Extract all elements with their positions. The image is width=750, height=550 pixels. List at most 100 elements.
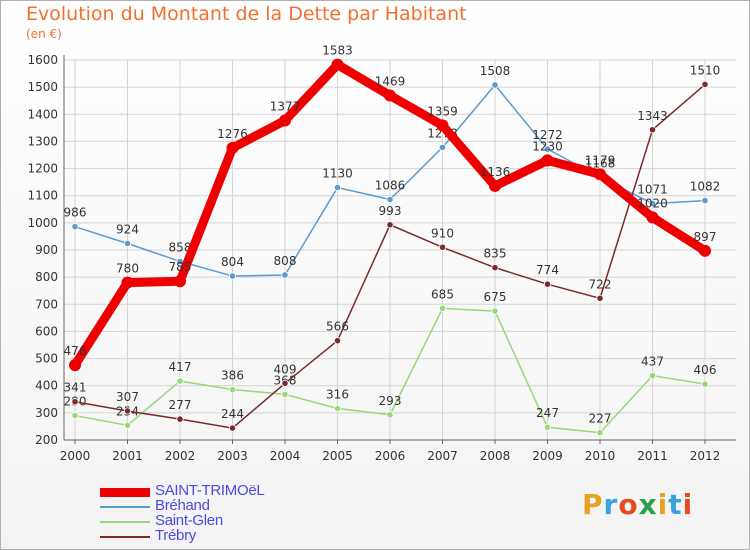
data-point	[69, 359, 81, 372]
chart-title: Evolution du Montant de la Dette par Hab…	[26, 3, 467, 25]
data-label: 437	[641, 355, 664, 369]
data-label: 386	[221, 369, 244, 383]
x-tick-label: 2008	[480, 449, 511, 463]
y-tick-label: 1400	[27, 107, 58, 121]
y-tick-label: 1000	[27, 216, 58, 230]
x-tick-label: 2002	[165, 449, 196, 463]
data-label: 227	[589, 412, 612, 426]
data-point	[279, 114, 291, 127]
data-label: 835	[484, 247, 507, 261]
y-tick-label: 600	[35, 324, 58, 338]
data-point	[701, 380, 709, 388]
legend-label: Bréhand	[155, 497, 210, 514]
data-point	[438, 243, 447, 251]
data-point	[699, 244, 711, 257]
data-point	[541, 154, 554, 167]
y-tick-label: 400	[35, 379, 58, 393]
data-label: 1086	[375, 179, 406, 193]
legend-swatch	[100, 521, 150, 523]
data-point	[228, 272, 237, 280]
data-label: 1377	[270, 100, 301, 114]
data-point	[281, 390, 289, 398]
data-point	[648, 372, 657, 380]
data-label: 247	[536, 406, 559, 420]
data-label: 406	[694, 363, 717, 377]
data-point	[543, 145, 552, 153]
data-point	[543, 280, 552, 288]
x-tick-label: 2012	[690, 449, 721, 463]
data-label: 1082	[690, 180, 721, 194]
y-tick-label: 300	[35, 406, 58, 420]
data-point	[123, 421, 132, 429]
data-point	[596, 294, 604, 302]
data-point	[123, 239, 132, 248]
data-label: 566	[326, 320, 349, 334]
legend-label: Trébry	[155, 527, 196, 544]
y-tick-label: 500	[35, 352, 58, 366]
data-point	[228, 385, 237, 394]
data-point	[281, 379, 289, 387]
proxiti-logo: Proxiti	[582, 488, 693, 521]
data-label: 675	[484, 290, 507, 304]
y-tick-label: 700	[35, 297, 58, 311]
data-point	[176, 415, 184, 423]
data-label: 1071	[637, 183, 668, 197]
data-label: 277	[169, 398, 192, 412]
data-label: 808	[274, 254, 297, 268]
data-point	[491, 81, 499, 89]
logo-letter: x	[638, 488, 658, 521]
data-point	[333, 337, 342, 345]
y-tick-label: 1300	[27, 134, 58, 148]
data-point	[386, 221, 394, 229]
legend-swatch	[100, 536, 150, 538]
logo-letter: P	[582, 488, 604, 521]
y-tick-label: 1100	[27, 189, 58, 203]
data-point	[226, 141, 239, 154]
data-point	[71, 223, 79, 231]
data-point	[701, 80, 709, 89]
data-label: 1583	[322, 44, 353, 58]
data-label: 1343	[637, 109, 668, 123]
data-label: 910	[431, 226, 454, 240]
x-tick-label: 2009	[532, 449, 563, 463]
data-point	[596, 429, 604, 437]
data-label: 785	[169, 260, 192, 274]
data-point	[386, 411, 394, 419]
data-point	[121, 276, 134, 289]
data-label: 1508	[480, 64, 511, 78]
y-tick-label: 800	[35, 270, 58, 284]
data-point	[333, 183, 342, 192]
data-point	[543, 423, 552, 431]
logo-letter: i	[657, 488, 669, 521]
data-label: 774	[536, 263, 559, 277]
logo-letter: o	[618, 488, 639, 521]
data-point	[646, 211, 659, 224]
data-label: 244	[221, 407, 244, 421]
logo-letter: i	[682, 488, 694, 521]
data-label: 722	[589, 277, 612, 291]
data-label: 316	[326, 388, 349, 402]
data-label: 307	[116, 390, 139, 404]
y-tick-label: 1500	[27, 80, 58, 94]
data-point	[701, 197, 709, 205]
data-label: 780	[116, 262, 139, 276]
data-point	[491, 264, 499, 272]
data-point	[176, 377, 184, 385]
data-label: 1136	[480, 165, 511, 179]
data-point	[174, 275, 186, 288]
data-point	[491, 307, 499, 315]
y-tick-label: 1600	[27, 53, 58, 67]
logo-letter: t	[668, 488, 683, 521]
data-point	[281, 271, 289, 279]
data-label: 986	[64, 206, 87, 220]
x-tick-label: 2010	[585, 449, 616, 463]
logo-letter: r	[603, 488, 619, 521]
data-point	[333, 404, 342, 413]
x-tick-label: 2011	[637, 449, 668, 463]
data-point	[228, 424, 237, 432]
data-point	[386, 195, 394, 204]
data-label: 1359	[427, 104, 458, 118]
y-tick-label: 1200	[27, 162, 58, 176]
data-point	[489, 179, 501, 192]
